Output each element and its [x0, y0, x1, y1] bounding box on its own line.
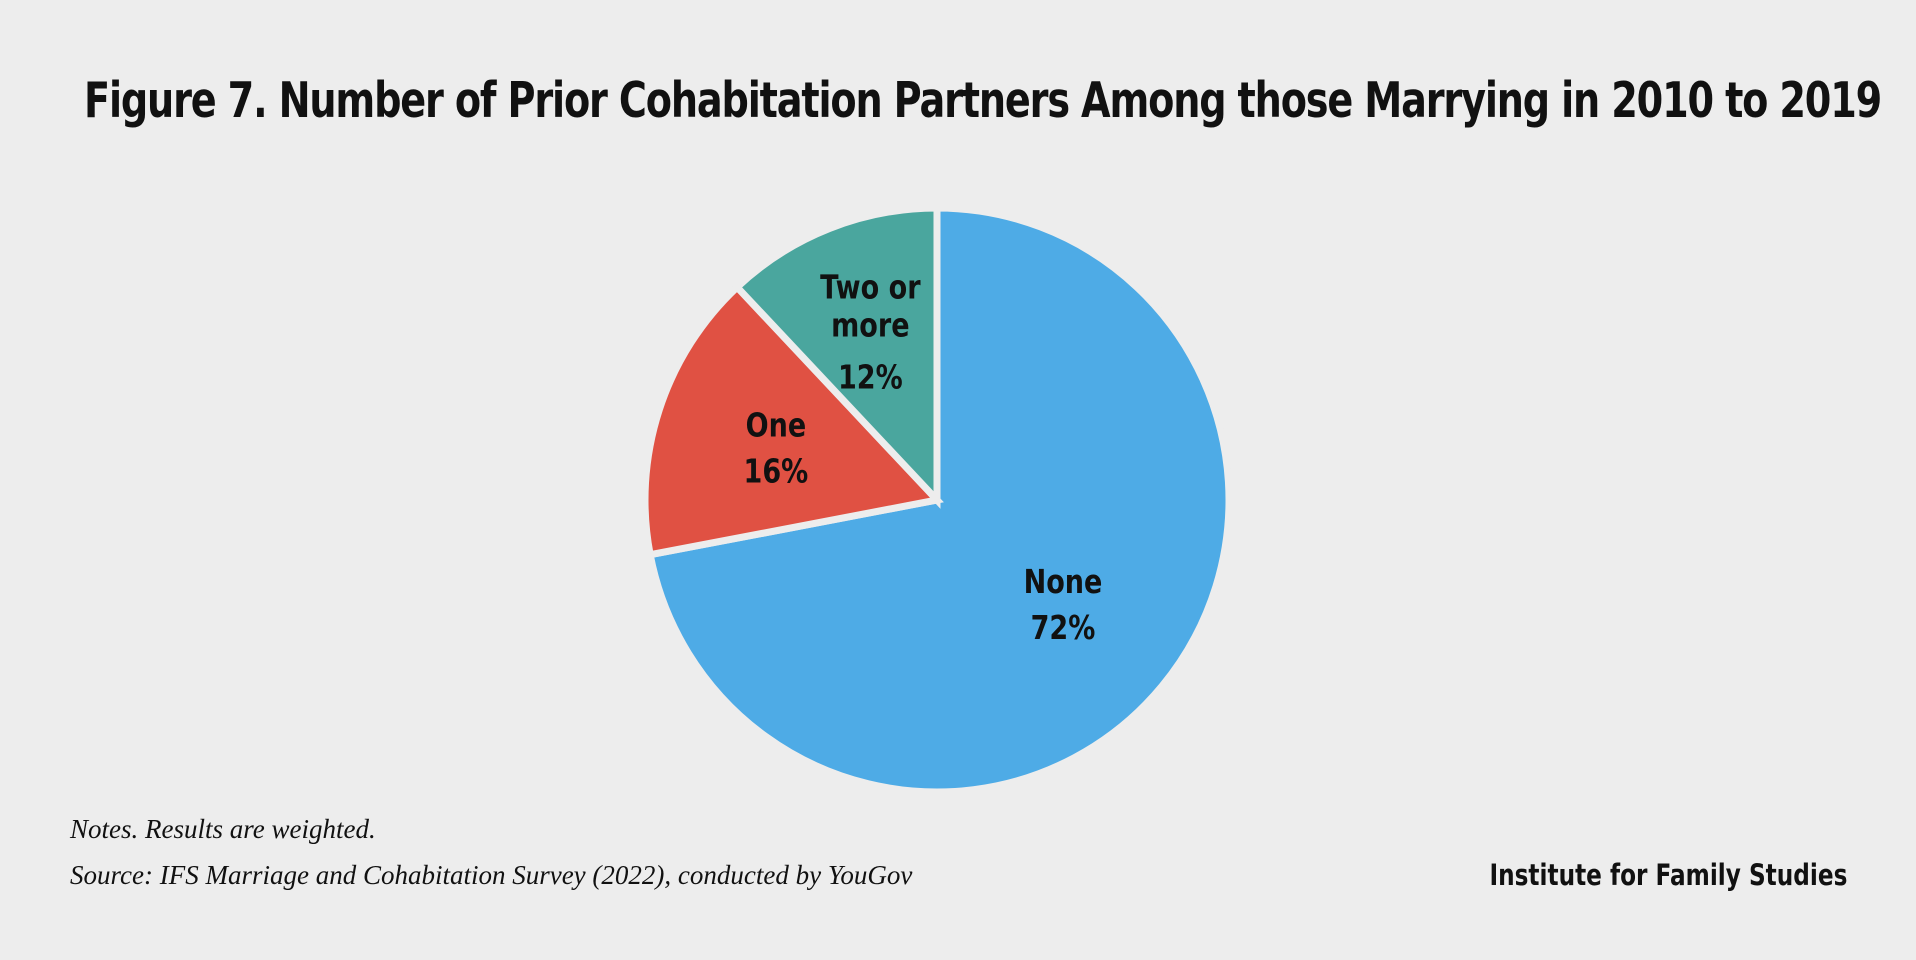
slice-label-two-or-more: Two or more	[820, 269, 920, 345]
pie-labels: None 72% One 16% Two or more 12%	[744, 269, 1103, 648]
slice-label-none: None	[1024, 564, 1103, 602]
slice-label-one: One	[746, 407, 807, 445]
pie-slice-one	[641, 282, 944, 559]
slice-value-two-or-more: 12%	[838, 359, 903, 397]
organization-credit: Institute for Family Studies	[1489, 858, 1847, 892]
pie-slice-two-or-more	[732, 204, 941, 509]
slice-value-one: 16%	[744, 453, 809, 491]
pie-slices	[641, 204, 1233, 796]
slice-value-none: 72%	[1031, 610, 1096, 648]
source-text: Source: IFS Marriage and Cohabitation Su…	[70, 860, 913, 890]
chart-title: Figure 7. Number of Prior Cohabitation P…	[84, 72, 1882, 129]
notes-text: Notes. Results are weighted.	[70, 814, 376, 844]
